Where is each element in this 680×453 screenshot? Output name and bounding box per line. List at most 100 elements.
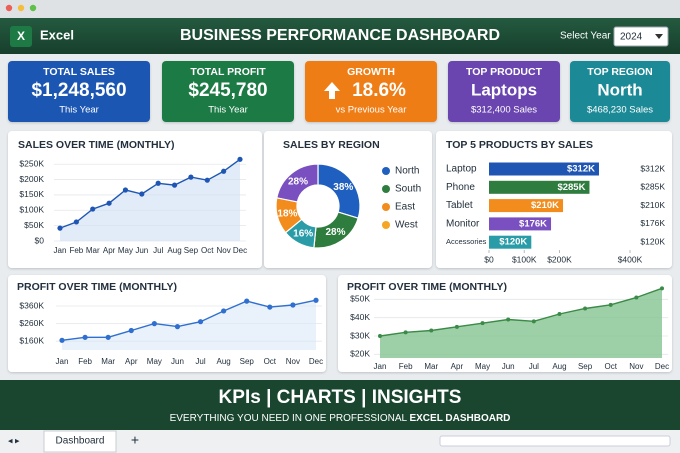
x-tick-label: Oct — [605, 362, 618, 371]
kpi-sub: This Year — [59, 105, 99, 116]
nav-arrows[interactable]: ◂ ▸ — [8, 435, 20, 445]
bar — [489, 235, 532, 249]
category-label: Tablet — [446, 200, 473, 211]
x-tick-label: Mar — [424, 362, 438, 371]
kpi-value: Laptops — [471, 80, 537, 99]
bar-value-label: $120K — [499, 237, 527, 248]
dashboard-title: BUSINESS PERFORMANCE DASHBOARD — [180, 27, 500, 44]
slice-label: 28% — [288, 176, 308, 187]
slice-label: 18% — [277, 208, 297, 219]
x-tick-label: Oct — [201, 246, 214, 255]
x-tick-label: Dec — [233, 246, 247, 255]
x-tick-label: Oct — [264, 357, 277, 366]
chart-title: SALES BY REGION — [283, 139, 380, 151]
min-dot[interactable] — [17, 4, 25, 12]
category-label: Laptop — [446, 164, 477, 175]
scrollbar[interactable] — [439, 435, 671, 447]
y-tick-label: $20K — [350, 349, 370, 359]
point — [105, 334, 111, 340]
legend-label: East — [395, 202, 415, 213]
axis-value-label: $312K — [640, 163, 665, 173]
line-fill — [60, 159, 240, 241]
category-label: Monitor — [446, 219, 480, 230]
x-tick-label: May — [147, 357, 162, 366]
x-tick-label: Apr — [125, 357, 138, 366]
chart-title: TOP 5 PRODUCTS BY SALES — [446, 139, 593, 151]
point — [122, 187, 129, 193]
category-label: Accessories — [446, 237, 487, 246]
x-tick-label: Mar — [101, 357, 115, 366]
point — [244, 298, 250, 304]
y-tick-label: $150K — [19, 189, 44, 199]
kpi-value: 18.6% — [352, 80, 406, 101]
kpi-label: GROWTH — [347, 66, 395, 78]
slice-label: 38% — [333, 182, 353, 193]
x-tick-label: Jul — [153, 246, 163, 255]
add-sheet[interactable]: + — [131, 432, 139, 448]
point — [531, 319, 536, 324]
kpi-card — [570, 61, 670, 122]
x-tick-label: Jun — [502, 362, 515, 371]
slice-label: 28% — [325, 227, 345, 238]
x-tick-label: Apr — [451, 362, 464, 371]
kpi-card — [162, 61, 294, 122]
bar — [489, 199, 564, 213]
close-dot[interactable] — [5, 4, 13, 12]
point — [151, 321, 157, 327]
x-tick-label: Dec — [309, 357, 323, 366]
point — [290, 302, 296, 308]
point — [197, 319, 204, 325]
x-tick-label: Jan — [54, 246, 67, 255]
x-tick-label: Jul — [195, 357, 205, 366]
bar-value-label: $285K — [557, 182, 585, 193]
line — [61, 299, 317, 341]
x-tick-label: Mar — [86, 246, 100, 255]
chart-title: SALES OVER TIME (MONTHLY) — [18, 139, 175, 151]
year-select[interactable] — [613, 26, 669, 47]
select-label: Select Year — [560, 31, 611, 42]
point — [57, 225, 63, 231]
point — [583, 306, 588, 311]
point — [188, 174, 194, 180]
x-tick-label: Aug — [552, 362, 566, 371]
bar — [489, 162, 599, 176]
max-dot[interactable] — [29, 4, 37, 12]
point — [378, 334, 382, 338]
kpi-sub: $468,230 Sales — [587, 105, 653, 116]
point — [634, 295, 639, 300]
x-tick-label: $400K — [618, 254, 643, 264]
chart-title: PROFIT OVER TIME (MONTHLY) — [347, 281, 507, 293]
kpi-card — [448, 61, 560, 122]
kpi-label: TOTAL PROFIT — [190, 66, 266, 78]
header-bar — [0, 18, 680, 54]
y-tick-label: $100K — [19, 205, 44, 215]
point — [90, 206, 96, 212]
tagline-text: EVERYTHING YOU NEED IN ONE PROFESSIONAL — [170, 413, 410, 424]
point — [267, 304, 273, 310]
x-tick-label: Nov — [629, 362, 643, 371]
legend-swatch — [382, 203, 390, 211]
up-arrow — [324, 82, 340, 99]
kpi-sub: vs Previous Year — [336, 105, 407, 116]
point — [106, 200, 112, 206]
point — [82, 334, 88, 340]
sheet-tab[interactable] — [43, 430, 117, 453]
y-tick-label: $250K — [19, 158, 44, 168]
x-tick-label: Aug — [167, 246, 181, 255]
chart-title: PROFIT OVER TIME (MONTHLY) — [17, 281, 177, 293]
line — [379, 287, 663, 337]
x-tick-label: Dec — [655, 362, 669, 371]
point — [221, 168, 227, 174]
legend-label: North — [395, 166, 419, 177]
point — [237, 156, 243, 162]
x-tick-label: $200K — [547, 254, 572, 264]
pillar: INSIGHTS — [372, 387, 462, 408]
y-tick-label: $30K — [350, 330, 370, 340]
x-tick-label: May — [118, 246, 133, 255]
axis-value-label: $210K — [640, 200, 665, 210]
x-tick-label: Feb — [78, 357, 92, 366]
separator: | — [356, 387, 372, 408]
legend-swatch — [382, 167, 390, 175]
legend-swatch — [382, 185, 390, 193]
pillar: KPIs — [219, 387, 261, 408]
